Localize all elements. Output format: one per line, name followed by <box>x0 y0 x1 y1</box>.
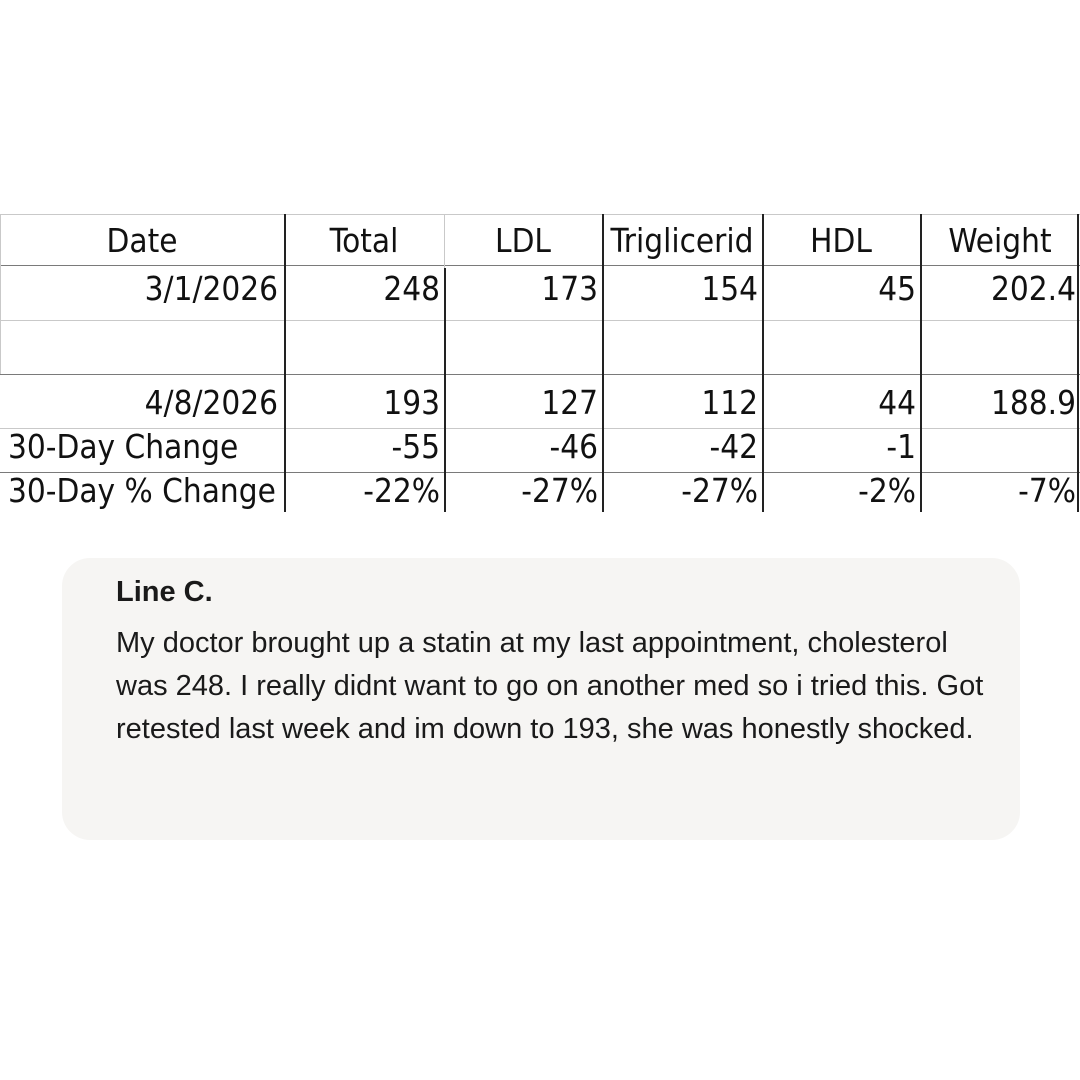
header-triglicerid: Triglicerid <box>610 221 754 260</box>
table-divider <box>0 472 1080 473</box>
column-divider <box>602 214 604 512</box>
cell-total <box>284 320 444 374</box>
table-divider <box>0 265 1080 266</box>
table-row <box>0 320 1080 374</box>
row-label: 4/8/2026 <box>144 383 278 422</box>
cell-hdl: -2% <box>858 471 916 510</box>
cell-ldl: 127 <box>541 383 598 422</box>
cell-ldl: -27% <box>521 471 598 510</box>
cell-total: 193 <box>383 383 440 422</box>
row-label: 30-Day Change <box>8 427 239 466</box>
cell-hdl: -1 <box>886 427 916 466</box>
column-divider <box>444 214 445 268</box>
cell-total: 248 <box>383 269 440 308</box>
table-divider <box>0 320 1080 321</box>
row-label: 30-Day % Change <box>8 471 276 510</box>
cell-hdl <box>762 320 920 374</box>
table-top-border <box>0 214 1080 215</box>
cell-total: -55 <box>391 427 441 466</box>
cell-triglicerid: -42 <box>709 427 759 466</box>
row-label <box>0 320 284 374</box>
header-ldl: LDL <box>495 221 551 260</box>
cell-triglicerid <box>602 320 762 374</box>
column-divider <box>0 214 1 374</box>
column-divider <box>920 214 922 512</box>
cell-weight: -7% <box>1018 471 1076 510</box>
table-row: 30-Day Change -55 -46 -42 -1 <box>0 426 1080 472</box>
cell-triglicerid: -27% <box>681 471 758 510</box>
cell-triglicerid: 154 <box>701 269 758 308</box>
cell-weight <box>920 320 1080 374</box>
column-divider <box>444 268 446 512</box>
header-date: Date <box>106 221 178 260</box>
table-row: 30-Day % Change -22% -27% -27% -2% -7% <box>0 470 1080 516</box>
testimonial-card: Line C. My doctor brought up a statin at… <box>62 558 1020 840</box>
table-row: 3/1/2026 248 173 154 45 202.4 <box>0 268 1080 314</box>
cell-ldl <box>444 320 602 374</box>
cell-hdl: 44 <box>878 383 916 422</box>
comment-text: My doctor brought up a statin at my last… <box>116 627 984 745</box>
cell-total: -22% <box>363 471 440 510</box>
cell-ldl: -46 <box>549 427 599 466</box>
cell-weight: 202.4 <box>991 269 1076 308</box>
header-weight: Weight <box>948 221 1052 260</box>
cell-weight: 188.9 <box>991 383 1076 422</box>
cell-weight <box>920 426 1080 472</box>
table-divider <box>0 374 1080 375</box>
table-divider <box>0 428 1080 429</box>
column-divider <box>1077 214 1079 512</box>
column-divider <box>762 214 764 512</box>
cell-ldl: 173 <box>541 269 598 308</box>
header-total: Total <box>329 221 399 260</box>
cell-triglicerid: 112 <box>701 383 758 422</box>
comment-author: Line C. <box>116 576 213 608</box>
column-divider <box>284 214 286 512</box>
header-hdl: HDL <box>810 221 872 260</box>
table-row: 4/8/2026 193 127 112 44 188.9 <box>0 382 1080 428</box>
row-label: 3/1/2026 <box>144 269 278 308</box>
table-header-row: Date Total LDL Triglicerid HDL Weight <box>0 218 1080 264</box>
cell-hdl: 45 <box>878 269 916 308</box>
